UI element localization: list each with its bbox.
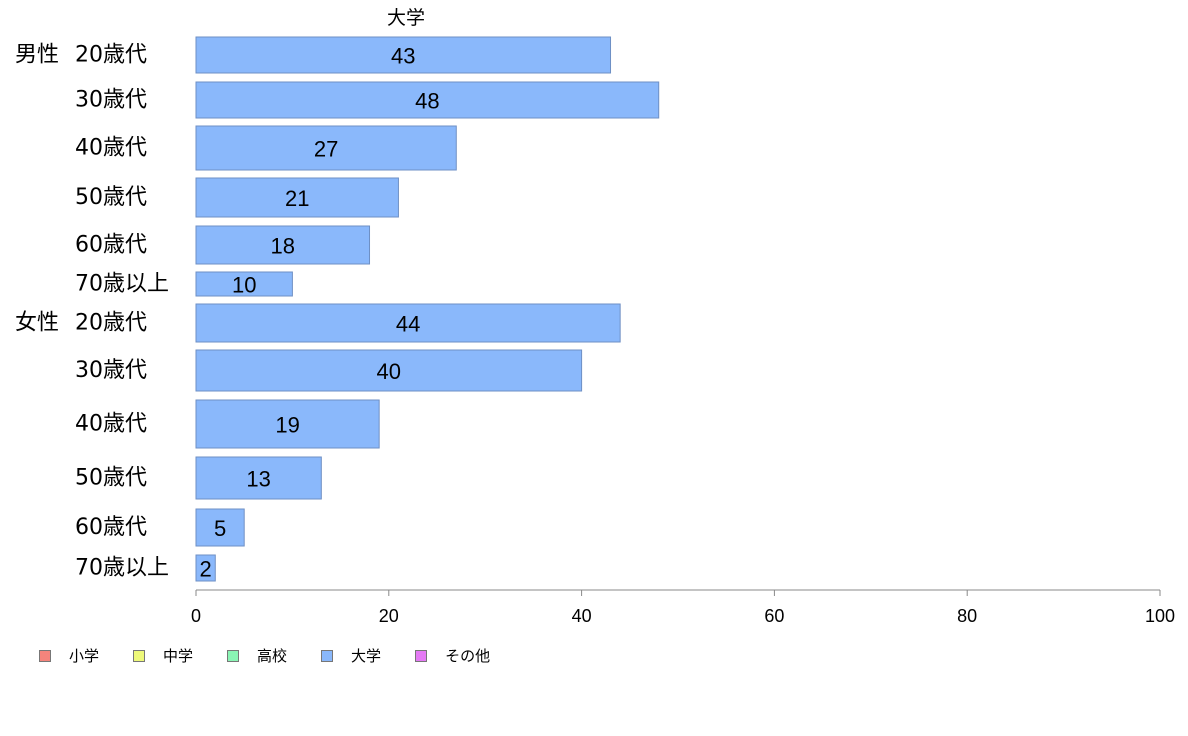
bar-value-label: 13 bbox=[246, 467, 270, 492]
legend-label: その他 bbox=[445, 647, 491, 665]
bar bbox=[195, 271, 293, 297]
legend-label: 高校 bbox=[257, 647, 288, 665]
category-label: 50歳代 bbox=[75, 466, 147, 491]
category-label: 60歳代 bbox=[75, 515, 147, 540]
legend-item[interactable]: 大学 bbox=[321, 645, 381, 666]
bar-value-label: 5 bbox=[214, 516, 226, 541]
bar-value-label: 44 bbox=[396, 312, 420, 337]
bar bbox=[195, 554, 216, 582]
category-label: 30歳代 bbox=[75, 358, 147, 383]
bar bbox=[195, 177, 399, 218]
category-label: 30歳代 bbox=[75, 88, 147, 113]
category-label: 70歳以上 bbox=[75, 556, 169, 581]
bar-value-label: 48 bbox=[415, 89, 439, 114]
category-label: 40歳代 bbox=[75, 136, 147, 161]
bar bbox=[195, 456, 322, 500]
legend-item[interactable]: 中学 bbox=[133, 645, 193, 666]
x-tick-label: 60 bbox=[764, 606, 784, 626]
category-label: 20歳代 bbox=[75, 43, 147, 68]
legend-item[interactable]: 高校 bbox=[227, 645, 287, 666]
x-axis: 0 20 40 60 80 100 bbox=[191, 589, 1175, 626]
legend-label: 大学 bbox=[351, 647, 382, 665]
bar bbox=[195, 225, 371, 265]
bar-value-label: 43 bbox=[391, 44, 415, 69]
bar-value-label: 2 bbox=[200, 557, 212, 582]
bar bbox=[195, 349, 583, 392]
chart-title: 大学 bbox=[387, 7, 425, 29]
x-tick-label: 100 bbox=[1145, 606, 1175, 626]
group-label: 男性 bbox=[15, 43, 59, 68]
x-tick-label: 40 bbox=[572, 606, 592, 626]
bar-value-label: 10 bbox=[232, 273, 256, 298]
bar bbox=[195, 81, 660, 119]
legend-swatch bbox=[415, 649, 428, 662]
x-tick-label: 20 bbox=[379, 606, 399, 626]
category-label: 40歳代 bbox=[75, 412, 147, 437]
legend-item[interactable]: その他 bbox=[415, 645, 490, 666]
bars-layer: 4320歳代男性4830歳代2740歳代2150歳代1860歳代1070歳以上4… bbox=[15, 36, 660, 582]
legend-label: 小学 bbox=[69, 647, 100, 665]
legend-swatch bbox=[321, 649, 334, 662]
legend-swatch bbox=[227, 649, 240, 662]
legend-swatch bbox=[39, 649, 51, 662]
bar-value-label: 18 bbox=[271, 234, 295, 259]
bar bbox=[195, 399, 380, 449]
bar bbox=[195, 125, 457, 171]
legend: 小学 中学 高校 大学 その他 bbox=[39, 645, 524, 666]
bar-value-label: 40 bbox=[377, 359, 401, 384]
legend-item[interactable]: 小学 bbox=[39, 645, 99, 666]
legend-label: 中学 bbox=[163, 647, 194, 665]
bar-value-label: 19 bbox=[275, 413, 299, 438]
bar-value-label: 27 bbox=[314, 137, 338, 162]
x-tick-label: 80 bbox=[957, 606, 977, 626]
legend-swatch bbox=[133, 649, 146, 662]
bar bbox=[195, 303, 621, 343]
bar-chart: 大学 4320歳代男性4830歳代2740歳代2150歳代1860歳代1070歳… bbox=[15, 7, 1175, 626]
group-label: 女性 bbox=[15, 311, 59, 336]
bar-value-label: 21 bbox=[285, 186, 309, 211]
bar bbox=[195, 36, 612, 74]
bar bbox=[195, 508, 245, 547]
category-label: 20歳代 bbox=[75, 311, 147, 336]
category-label: 60歳代 bbox=[75, 233, 147, 258]
category-label: 70歳以上 bbox=[75, 272, 169, 297]
x-tick-label: 0 bbox=[191, 606, 201, 626]
category-label: 50歳代 bbox=[75, 185, 147, 210]
